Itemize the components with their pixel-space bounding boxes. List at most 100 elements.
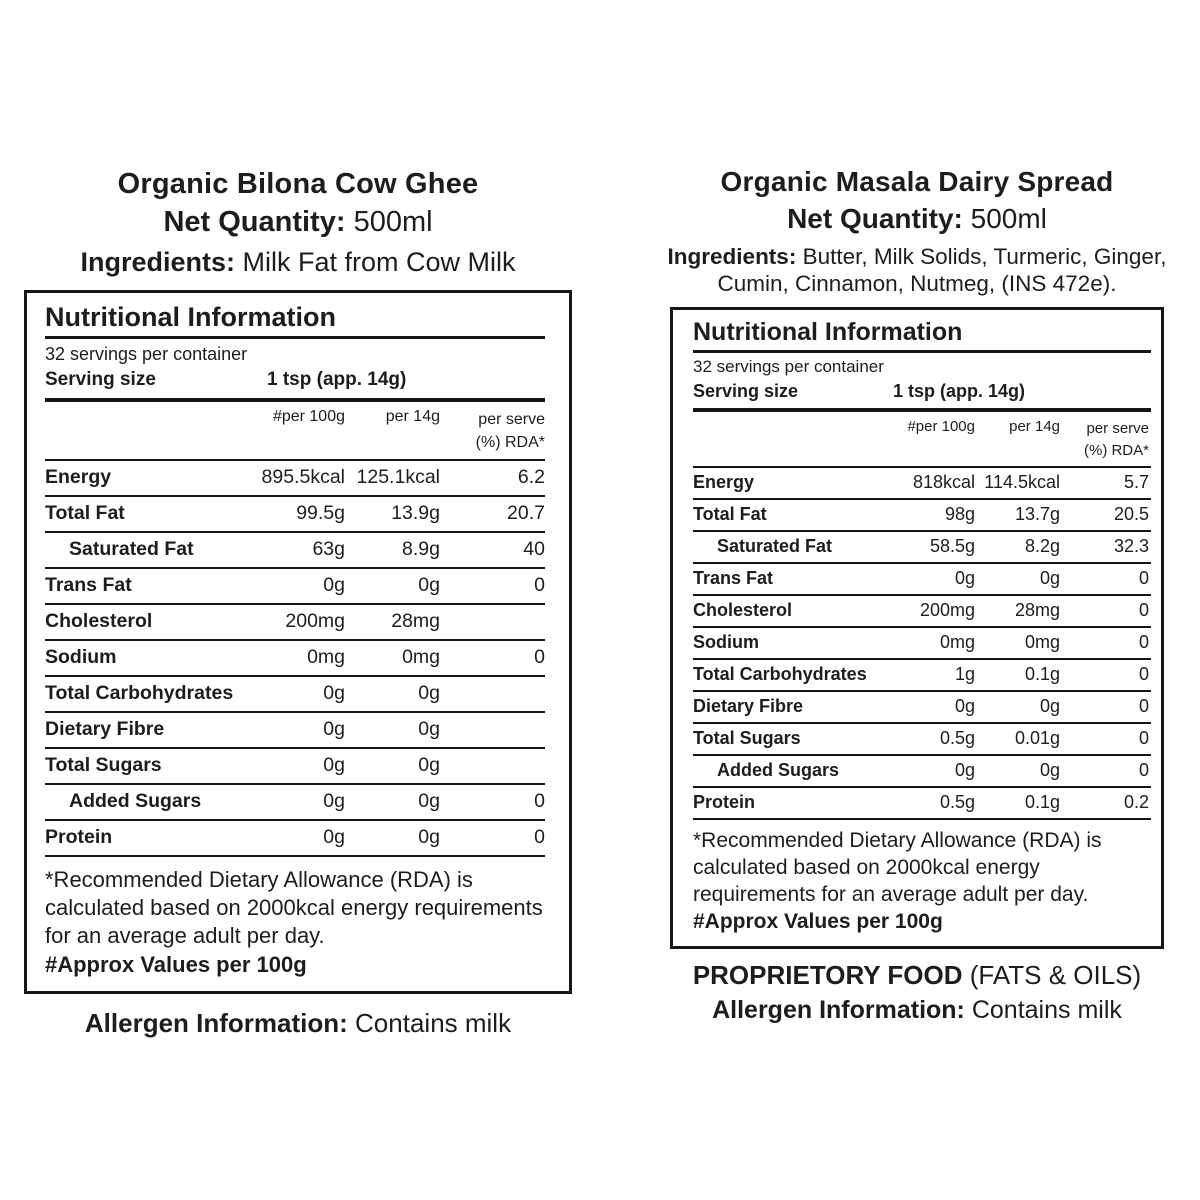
value-per-serve: 0 [1138,568,1149,589]
nutrient-name: Dietary Fibre [693,696,804,717]
net-quantity-value: 500ml [970,203,1047,234]
nutrient-name: Energy [693,472,755,493]
value-per-100g: 0g [954,696,975,717]
value-per-14g: 0.01g [1014,728,1060,749]
net-quantity-value: 500ml [353,206,433,238]
value-per-100g: 1g [954,664,975,685]
value-per-14g: 125.1kcal [356,466,440,489]
proprietory-food-label: PROPRIETORY FOOD [692,960,963,991]
nutrient-name: Protein [45,826,113,849]
value-per-14g: 0g [1039,696,1060,717]
col-header-per-serve: per serve (%) RDA* [1083,419,1149,459]
table-row: Sodium 0mg 0mg 0 [45,641,545,678]
product-title: Organic Masala Dairy Spread [720,166,1114,197]
table-row: Total Carbohydrates 1g 0.1g 0 [693,660,1151,693]
product-title: Organic Bilona Cow Ghee [117,168,479,200]
value-per-14g: 0g [418,574,440,597]
col-header-per-serve: per serve (%) RDA* [475,410,545,452]
table-row: Total Fat 98g 13.7g 20.5 [693,500,1151,533]
col-header-per-14g: per 14g [1009,417,1060,435]
allergen-value: Contains milk [971,996,1122,1025]
value-per-100g: 0.5g [939,792,975,813]
nutrient-name: Sodium [693,632,759,653]
value-per-100g: 58.5g [929,536,975,557]
nutrient-name: Trans Fat [45,574,132,597]
nutrient-name: Total Sugars [45,754,162,777]
value-per-14g: 28mg [1014,600,1060,621]
approx-values-note: #Approx Values per 100g [45,952,307,978]
nutrition-table: Energy 895.5kcal 125.1kcal 6.2 Total Fat… [45,461,545,858]
nutrient-name: Total Fat [693,504,767,525]
table-row: Sodium 0mg 0mg 0 [693,628,1151,661]
value-per-100g: 0g [323,718,345,741]
value-per-100g: 0g [323,826,345,849]
table-row: Energy 895.5kcal 125.1kcal 6.2 [45,461,545,498]
proprietory-food-line: PROPRIETORY FOOD (FATS & OILS) [650,960,1184,991]
value-per-14g: 0g [418,790,440,813]
value-per-100g: 63g [312,538,345,561]
serving-size-value: 1 tsp (app. 14g) [267,368,407,390]
value-per-100g: 0.5g [939,728,975,749]
table-row: Cholesterol 200mg 28mg 0 [693,596,1151,629]
table-row: Dietary Fibre 0g 0g 0 [693,692,1151,725]
ingredients-line: Ingredients: Butter, Milk Solids, Turmer… [650,243,1184,298]
nutrient-name: Protein [693,792,756,813]
nutrient-name: Added Sugars [69,790,202,813]
value-per-100g: 99.5g [296,502,345,525]
nutrient-name: Saturated Fat [69,538,194,561]
nutrient-name: Dietary Fibre [45,718,165,741]
table-row: Total Carbohydrates 0g 0g [45,677,545,714]
value-per-14g: 0g [418,718,440,741]
serving-size-value: 1 tsp (app. 14g) [893,380,1026,401]
product-panel-masala-spread: Organic Masala Dairy Spread Net Quantity… [650,166,1184,1025]
value-per-100g: 0g [954,568,975,589]
value-per-14g: 13.9g [391,502,440,525]
value-per-100g: 200mg [285,610,345,633]
nutrient-name: Trans Fat [693,568,774,589]
value-per-14g: 0mg [402,646,440,669]
value-per-serve: 0 [534,574,545,597]
value-per-14g: 0g [418,754,440,777]
nutrition-facts-box: Nutritional Information 32 servings per … [670,306,1164,950]
col-header-per-100g: #per 100g [907,417,975,435]
value-per-serve: 0 [534,790,545,813]
proprietory-food-category: (FATS & OILS) [969,960,1142,991]
table-row: Dietary Fibre 0g 0g [45,713,545,750]
servings-per-container: 32 servings per container [45,343,248,364]
value-per-serve: 0 [1138,632,1149,653]
table-row: Added Sugars 0g 0g 0 [693,756,1151,789]
value-per-100g: 0mg [939,632,975,653]
value-per-14g: 0g [418,826,440,849]
nutrient-name: Total Sugars [693,728,801,749]
serving-size-label: Serving size [693,380,799,401]
rda-footnote: *Recommended Dietary Allowance (RDA) is … [693,829,1102,906]
column-headers: #per 100g per 14g per serve (%) RDA* [45,402,545,462]
nutrient-name: Sodium [45,646,117,669]
nutrition-heading: Nutritional Information [693,318,1151,353]
nutrient-name: Total Carbohydrates [45,682,234,705]
col-header-per-100g: #per 100g [272,407,345,425]
ingredients-value: Milk Fat from Cow Milk [242,247,516,277]
value-per-100g: 0g [323,574,345,597]
value-per-14g: 0g [418,682,440,705]
value-per-serve: 0 [534,826,545,849]
nutrient-name: Total Fat [45,502,125,525]
value-per-14g: 0.1g [1024,792,1060,813]
value-per-14g: 0mg [1024,632,1060,653]
ingredients-label: Ingredients: [667,244,797,269]
value-per-serve: 0 [1138,696,1149,717]
value-per-serve: 32.3 [1113,536,1149,557]
value-per-serve: 0 [1138,600,1149,621]
value-per-100g: 98g [944,504,975,525]
serving-size-label: Serving size [45,368,156,390]
col-header-per-14g: per 14g [385,407,440,425]
nutrient-name: Added Sugars [717,760,840,781]
serving-size-row: Serving size 1 tsp (app. 14g) [693,378,1151,412]
column-headers: #per 100g per 14g per serve (%) RDA* [693,412,1151,469]
servings-per-container: 32 servings per container [693,356,884,376]
value-per-serve: 6.2 [517,466,545,489]
ingredients-value: Butter, Milk Solids, Turmeric, Ginger, C… [717,244,1167,297]
table-row: Saturated Fat 63g 8.9g 40 [45,533,545,570]
value-per-100g: 200mg [919,600,975,621]
table-row: Added Sugars 0g 0g 0 [45,785,545,822]
